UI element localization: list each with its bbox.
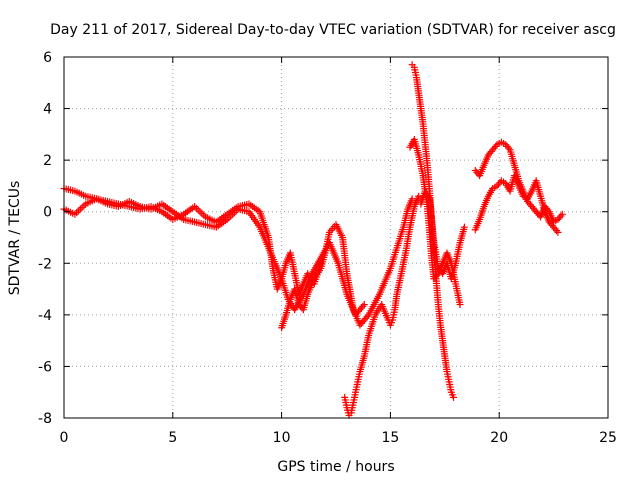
data-point-plus bbox=[192, 204, 200, 212]
grid-lines bbox=[64, 57, 608, 418]
x-tick-label: 20 bbox=[490, 430, 508, 446]
series-track-2 bbox=[60, 195, 368, 319]
x-tick-label: 25 bbox=[599, 430, 617, 446]
data-point-plus bbox=[456, 301, 464, 309]
y-tick-label: 6 bbox=[43, 50, 52, 66]
series-track-7 bbox=[417, 187, 468, 283]
x-tick-label: 15 bbox=[381, 430, 399, 446]
y-tick-label: 0 bbox=[43, 205, 52, 221]
data-point-plus bbox=[460, 223, 468, 231]
x-tick-label: 10 bbox=[273, 430, 291, 446]
y-tick-label: -8 bbox=[38, 411, 52, 427]
data-point-plus bbox=[76, 205, 84, 213]
y-tick-label: -4 bbox=[38, 308, 52, 324]
y-tick-label: 2 bbox=[43, 153, 52, 169]
data-point-plus bbox=[363, 313, 371, 321]
series-track-4 bbox=[341, 192, 423, 419]
data-point-plus bbox=[557, 212, 565, 220]
x-axis-label: GPS time / hours bbox=[277, 459, 394, 475]
series-track-8 bbox=[471, 138, 566, 226]
data-point-plus bbox=[450, 393, 458, 401]
axis-ticks bbox=[63, 56, 609, 419]
data-point-plus bbox=[415, 192, 423, 200]
data-point-plus bbox=[198, 209, 206, 217]
x-tick-label: 0 bbox=[60, 430, 69, 446]
data-point-plus bbox=[492, 142, 500, 150]
x-tick-label: 5 bbox=[168, 430, 177, 446]
data-points bbox=[60, 61, 566, 419]
data-point-plus bbox=[73, 209, 81, 217]
plot-frame bbox=[63, 56, 609, 419]
y-tick-label: -2 bbox=[38, 256, 52, 272]
y-axis-label: SDTVAR / TECUs bbox=[7, 181, 23, 296]
data-point-plus bbox=[196, 208, 204, 216]
data-point-plus bbox=[78, 203, 86, 211]
data-point-plus bbox=[554, 228, 562, 236]
data-point-plus bbox=[553, 227, 561, 235]
y-tick-label: 4 bbox=[43, 102, 52, 118]
data-point-plus bbox=[359, 302, 367, 310]
data-point-plus bbox=[505, 144, 513, 152]
chart-title: Day 211 of 2017, Sidereal Day-to-day VTE… bbox=[50, 22, 616, 38]
data-point-plus bbox=[360, 301, 368, 309]
data-point-plus bbox=[433, 271, 441, 279]
data-point-plus bbox=[558, 210, 566, 218]
series-track-3 bbox=[278, 195, 416, 332]
y-tick-label: -6 bbox=[38, 359, 52, 375]
series-track-9 bbox=[471, 172, 562, 236]
